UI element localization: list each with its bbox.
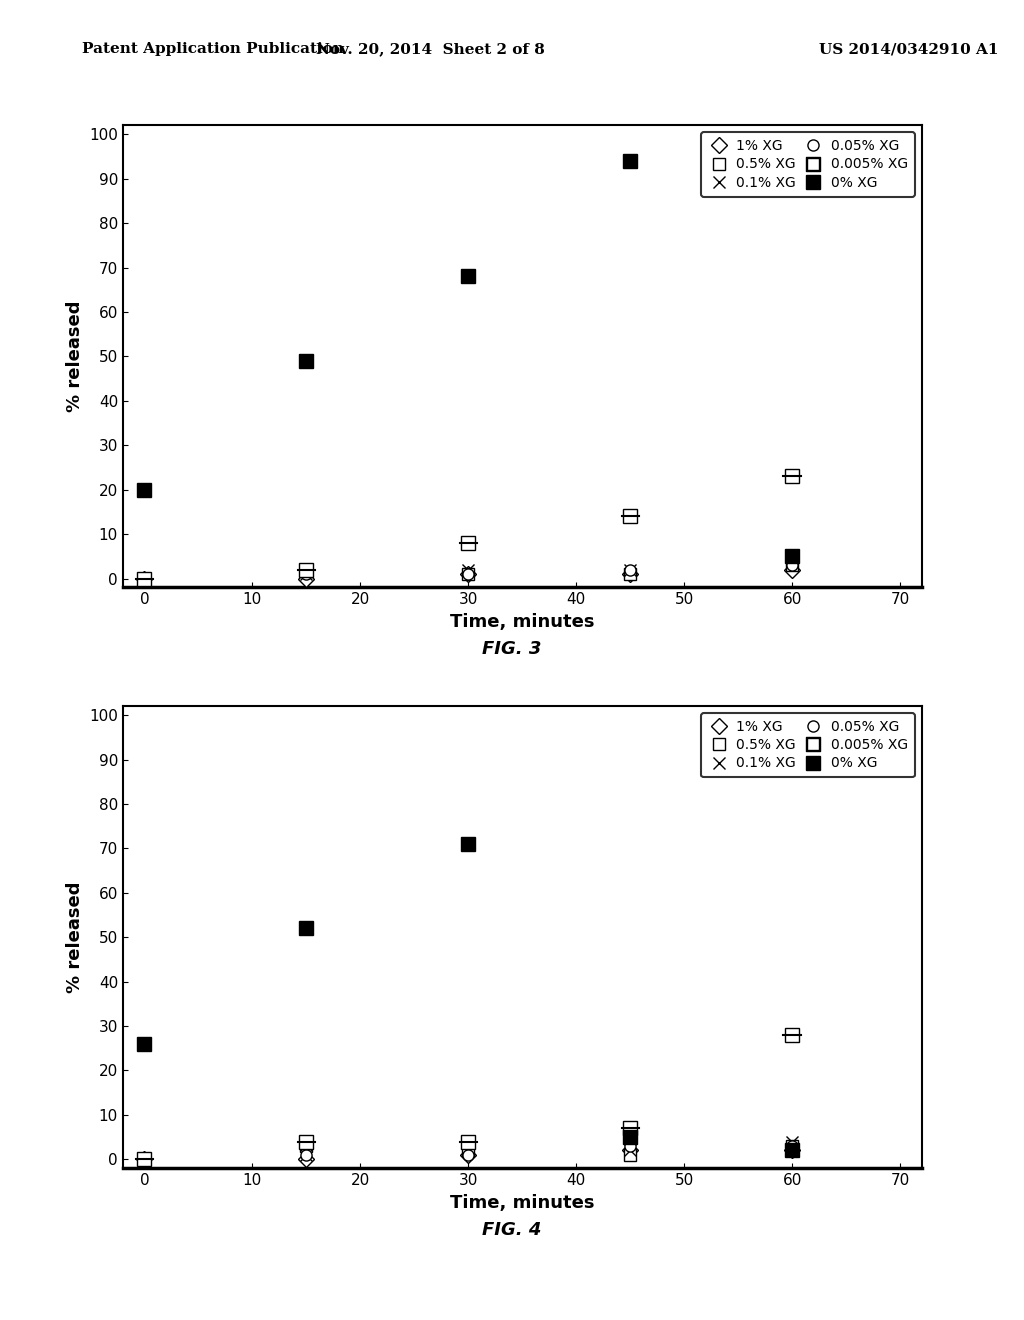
Y-axis label: % released: % released xyxy=(66,882,84,993)
Y-axis label: % released: % released xyxy=(66,301,84,412)
Legend: 1% XG, 0.5% XG, 0.1% XG, 0.05% XG, 0.005% XG, 0% XG: 1% XG, 0.5% XG, 0.1% XG, 0.05% XG, 0.005… xyxy=(701,132,914,197)
Text: Patent Application Publication: Patent Application Publication xyxy=(82,42,344,57)
Text: FIG. 3: FIG. 3 xyxy=(482,640,542,659)
Legend: 1% XG, 0.5% XG, 0.1% XG, 0.05% XG, 0.005% XG, 0% XG: 1% XG, 0.5% XG, 0.1% XG, 0.05% XG, 0.005… xyxy=(701,713,914,777)
X-axis label: Time, minutes: Time, minutes xyxy=(450,612,595,631)
Text: FIG. 4: FIG. 4 xyxy=(482,1221,542,1239)
Text: US 2014/0342910 A1: US 2014/0342910 A1 xyxy=(819,42,998,57)
Text: Nov. 20, 2014  Sheet 2 of 8: Nov. 20, 2014 Sheet 2 of 8 xyxy=(315,42,545,57)
X-axis label: Time, minutes: Time, minutes xyxy=(450,1193,595,1212)
